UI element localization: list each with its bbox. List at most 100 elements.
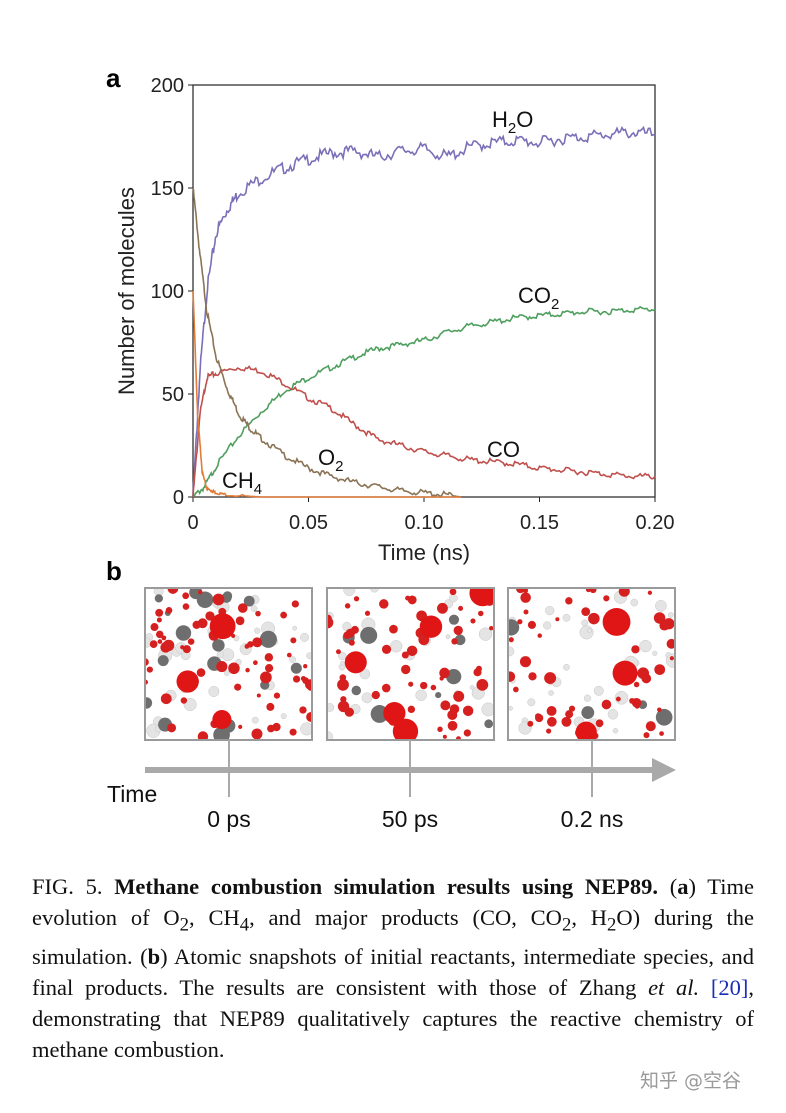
oxygen-atom bbox=[440, 700, 451, 711]
hydrogen-atom bbox=[449, 593, 458, 603]
oxygen-atom bbox=[634, 703, 640, 709]
figure-caption: FIG. 5. Methane combustion simulation re… bbox=[32, 874, 755, 1062]
caption-text: , and major products (CO, CO bbox=[249, 905, 562, 930]
oxygen-atom bbox=[633, 681, 640, 688]
y-tick-label: 50 bbox=[162, 384, 184, 406]
hydrogen-atom bbox=[655, 600, 667, 612]
oxygen-atom bbox=[353, 596, 360, 602]
hydrogen-atom bbox=[563, 663, 570, 671]
caption-text: O) during the simulation. bbox=[32, 905, 755, 969]
oxygen-atom bbox=[306, 711, 312, 722]
oxygen-atom bbox=[371, 690, 380, 700]
oxygen-atom bbox=[449, 704, 460, 714]
oxygen-atom bbox=[167, 588, 179, 594]
caption-text: , CH bbox=[189, 905, 240, 930]
carbon-atom bbox=[145, 697, 153, 709]
oxygen-atom bbox=[228, 662, 240, 675]
carbon-atom bbox=[446, 668, 462, 685]
hydrogen-atom bbox=[469, 685, 475, 690]
series-label-h2o: H2O bbox=[492, 107, 533, 137]
snapshot-time-label: 50 ps bbox=[382, 806, 438, 832]
subscript: 2 bbox=[561, 914, 572, 936]
oxygen-atom bbox=[519, 656, 532, 668]
oxygen-atom bbox=[508, 671, 516, 682]
oxygen-atom bbox=[469, 588, 494, 607]
oxygen-atom bbox=[290, 637, 297, 644]
oxygen-atom bbox=[383, 702, 406, 725]
oxygen-atom bbox=[470, 618, 476, 624]
hydrogen-atom bbox=[586, 628, 592, 633]
oxygen-atom bbox=[291, 600, 299, 608]
oxygen-atom bbox=[657, 707, 662, 712]
oxygen-atom bbox=[659, 731, 664, 736]
oxygen-atom bbox=[156, 617, 162, 623]
oxygen-atom bbox=[286, 652, 292, 658]
oxygen-atom bbox=[575, 721, 597, 740]
oxygen-atom bbox=[247, 641, 254, 648]
oxygen-atom bbox=[205, 611, 215, 621]
oxygen-atom bbox=[280, 611, 288, 619]
oxygen-atom bbox=[407, 705, 416, 714]
oxygen-atom bbox=[453, 690, 465, 702]
oxygen-atom bbox=[458, 605, 464, 611]
carbon-atom bbox=[484, 719, 494, 729]
oxygen-atom bbox=[160, 693, 172, 705]
oxygen-atom bbox=[197, 731, 209, 740]
hydrogen-atom bbox=[593, 685, 604, 696]
oxygen-atom bbox=[405, 595, 411, 601]
oxygen-atom bbox=[340, 696, 347, 703]
hydrogen-atom bbox=[254, 627, 261, 634]
series-line-ch4 bbox=[192, 290, 461, 498]
oxygen-atom bbox=[300, 675, 307, 682]
oxygen-atom bbox=[348, 639, 355, 646]
time-label: Time bbox=[107, 781, 157, 807]
subscript: 4 bbox=[239, 914, 250, 936]
oxygen-atom bbox=[212, 593, 225, 606]
series-line-co bbox=[192, 365, 656, 498]
series-line-h2o bbox=[192, 125, 656, 498]
oxygen-atom bbox=[478, 610, 484, 617]
hydrogen-atom bbox=[508, 646, 515, 657]
oxygen-atom bbox=[379, 599, 389, 609]
hydrogen-atom bbox=[183, 697, 197, 712]
oxygen-atom bbox=[156, 630, 164, 639]
oxygen-atom bbox=[146, 666, 153, 673]
hydrogen-atom bbox=[250, 605, 258, 613]
oxygen-atom bbox=[643, 732, 650, 739]
caption-italic: al. bbox=[676, 974, 700, 1000]
oxygen-atom bbox=[192, 620, 201, 629]
hydrogen-atom bbox=[583, 694, 592, 702]
oxygen-atom bbox=[162, 639, 175, 652]
caption-text: , demonstrating that NEP89 qualitatively… bbox=[32, 974, 755, 1062]
caption-part-b-label: b bbox=[147, 943, 161, 969]
oxygen-atom bbox=[516, 588, 525, 594]
oxygen-atom bbox=[401, 651, 409, 659]
oxygen-atom bbox=[155, 608, 164, 617]
oxygen-atom bbox=[565, 710, 574, 719]
oxygen-atom bbox=[561, 716, 572, 727]
hydrogen-atom bbox=[327, 703, 335, 712]
oxygen-atom bbox=[238, 724, 243, 729]
hydrogen-atom bbox=[251, 716, 259, 724]
caption-text: Atomic snapshots of initial reactants, i… bbox=[32, 943, 754, 1000]
carbon-atom bbox=[435, 692, 442, 699]
watermark: 知乎 @空谷 bbox=[640, 1070, 742, 1092]
plot-frame bbox=[192, 84, 656, 498]
oxygen-atom bbox=[513, 686, 519, 693]
y-tick-label: 100 bbox=[151, 281, 184, 303]
oxygen-atom bbox=[476, 678, 489, 691]
hydrogen-atom bbox=[224, 670, 230, 677]
oxygen-atom bbox=[187, 638, 195, 645]
carbon-atom bbox=[213, 726, 230, 740]
hydrogen-atom bbox=[543, 621, 552, 630]
oxygen-atom bbox=[196, 668, 206, 677]
oxygen-atom bbox=[419, 615, 443, 638]
citation-link[interactable]: [20] bbox=[710, 974, 749, 1000]
oxygen-atom bbox=[251, 728, 263, 740]
oxygen-atom bbox=[527, 720, 534, 727]
snapshot-time-label: 0.2 ns bbox=[561, 806, 624, 832]
oxygen-atom bbox=[150, 623, 159, 632]
oxygen-atom bbox=[180, 645, 185, 650]
caption-part-a-label: a bbox=[677, 874, 689, 899]
oxygen-atom bbox=[265, 664, 274, 673]
